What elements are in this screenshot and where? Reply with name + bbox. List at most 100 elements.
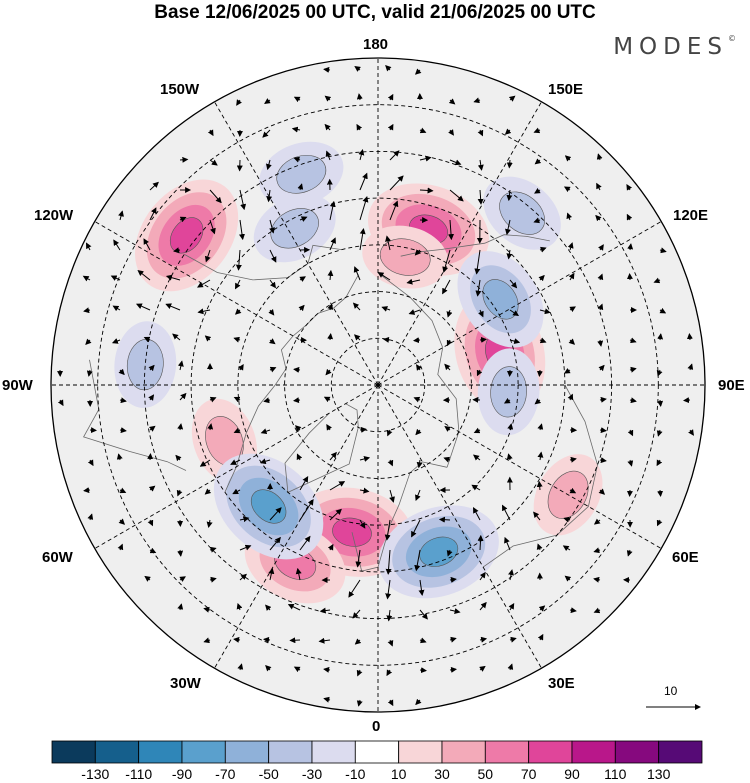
wind-arrow-305 (418, 579, 425, 596)
wind-arrow-274 (563, 516, 571, 523)
wind-arrow-350 (323, 696, 331, 703)
wind-arrow-82 (269, 249, 277, 263)
wind-arrow-352 (387, 699, 394, 707)
wind-arrow-43 (209, 189, 222, 204)
wind-arrow-14 (207, 129, 214, 137)
wind-arrow-94 (627, 243, 634, 251)
wind-arrow-92 (567, 242, 574, 251)
wind-arrow-6 (293, 96, 301, 103)
wind-arrow-222 (199, 459, 211, 467)
wind-arrow-144 (327, 333, 334, 341)
wind-arrow-271 (473, 507, 481, 521)
wind-arrow-329 (233, 636, 241, 643)
wind-arrow-152 (568, 338, 576, 345)
wind-arrow-217 (688, 429, 694, 436)
wind-arrow-314 (203, 606, 211, 613)
modes-logo: MODES© (613, 34, 736, 60)
wind-arrow-349 (507, 663, 514, 671)
wind-arrow-347 (449, 666, 457, 673)
wind-arrow-326 (569, 607, 577, 614)
wind-arrow-77 (113, 239, 121, 251)
wind-arrow-111 (538, 274, 545, 282)
wind-arrow-24 (504, 128, 512, 135)
coastline-3 (377, 272, 460, 468)
wind-arrow-264 (269, 507, 282, 521)
wind-arrow-97 (110, 275, 121, 281)
wind-arrow-88 (442, 249, 451, 273)
wind-arrow-206 (359, 426, 367, 433)
colorbar-tick-label: 90 (564, 766, 580, 782)
wind-arrow-334 (387, 639, 394, 647)
wind-arrow-190 (503, 397, 511, 404)
wind-arrow-123 (298, 304, 305, 312)
wind-arrow-317 (287, 604, 301, 611)
wind-arrow-136 (85, 338, 92, 346)
wind-arrow-291 (504, 536, 511, 551)
wind-arrow-51 (449, 189, 464, 202)
wind-arrow-254 (569, 487, 577, 494)
wind-arrow-36 (477, 159, 484, 171)
wind-arrow-272 (502, 504, 511, 521)
wind-arrow-81 (235, 249, 242, 271)
wind-arrow-118 (135, 303, 151, 311)
wind-arrow-241 (176, 489, 183, 497)
wind-arrow-145 (353, 334, 361, 341)
colorbar-swatch-7 (354, 740, 399, 764)
colorbar-tick-label: -70 (215, 766, 236, 782)
colorbar-swatch-1 (94, 740, 140, 764)
wind-arrow-167 (416, 364, 422, 371)
height-anomaly-field (114, 141, 603, 604)
wind-arrow-280 (177, 549, 184, 557)
wind-arrow-122 (268, 309, 275, 316)
wind-arrow-307 (479, 571, 486, 581)
wind-arrow-37 (506, 159, 513, 169)
wind-arrow-171 (536, 369, 543, 377)
wind-arrow-84 (329, 237, 336, 251)
wind-arrow-130 (509, 309, 520, 317)
wind-arrow-247 (359, 487, 370, 494)
colorbar-tick-label: 30 (434, 766, 450, 782)
wind-arrow-194 (629, 397, 637, 404)
colorbar-swatch-6 (311, 740, 356, 764)
wind-arrow-102 (269, 279, 276, 289)
wind-arrow-344 (356, 669, 363, 677)
wind-arrow-332 (318, 637, 331, 644)
wind-arrow-142 (268, 338, 276, 345)
wind-arrow-181 (179, 392, 187, 401)
anomaly-negative-9 (213, 453, 324, 560)
wind-arrow-147 (413, 337, 421, 344)
wind-arrow-287 (385, 549, 392, 575)
wind-arrow-78 (143, 238, 151, 251)
wind-arrow-25 (533, 127, 541, 134)
wind-arrow-103 (299, 276, 306, 282)
wind-arrow-184 (263, 397, 271, 404)
wind-arrow-335 (419, 637, 427, 644)
wind-arrow-220 (147, 453, 154, 461)
wind-arrow-48 (359, 172, 368, 191)
wind-arrow-228 (387, 459, 394, 467)
wind-arrow-301 (295, 567, 302, 581)
wind-arrow-45 (266, 189, 273, 203)
wind-arrow-243 (232, 488, 241, 495)
colorbar-swatch-3 (181, 740, 226, 764)
wind-arrow-267 (359, 519, 366, 529)
wind-arrow-11 (448, 98, 456, 105)
wind-arrow-315 (236, 602, 243, 611)
wind-arrow-113 (597, 273, 604, 281)
wind-arrow-236 (627, 459, 634, 467)
wind-arrow-180 (148, 394, 155, 401)
wind-arrow-263 (239, 516, 250, 523)
coastline-8 (83, 359, 187, 471)
wind-arrow-21 (419, 127, 427, 134)
wind-arrow-229 (416, 459, 423, 469)
colorbar-swatch-14 (658, 740, 703, 764)
wind-arrow-199 (149, 425, 156, 432)
wind-arrow-112 (568, 272, 575, 281)
wind-arrow-131 (539, 308, 551, 315)
colorbar-swatch-2 (138, 740, 183, 764)
wind-arrow-16 (262, 129, 271, 138)
wind-arrow-262 (206, 519, 213, 528)
wind-arrow-8 (356, 93, 363, 101)
map-title: Base 12/06/2025 00 UTC, valid 21/06/2025… (154, 2, 596, 23)
colorbar-tick-label: 110 (604, 766, 627, 782)
